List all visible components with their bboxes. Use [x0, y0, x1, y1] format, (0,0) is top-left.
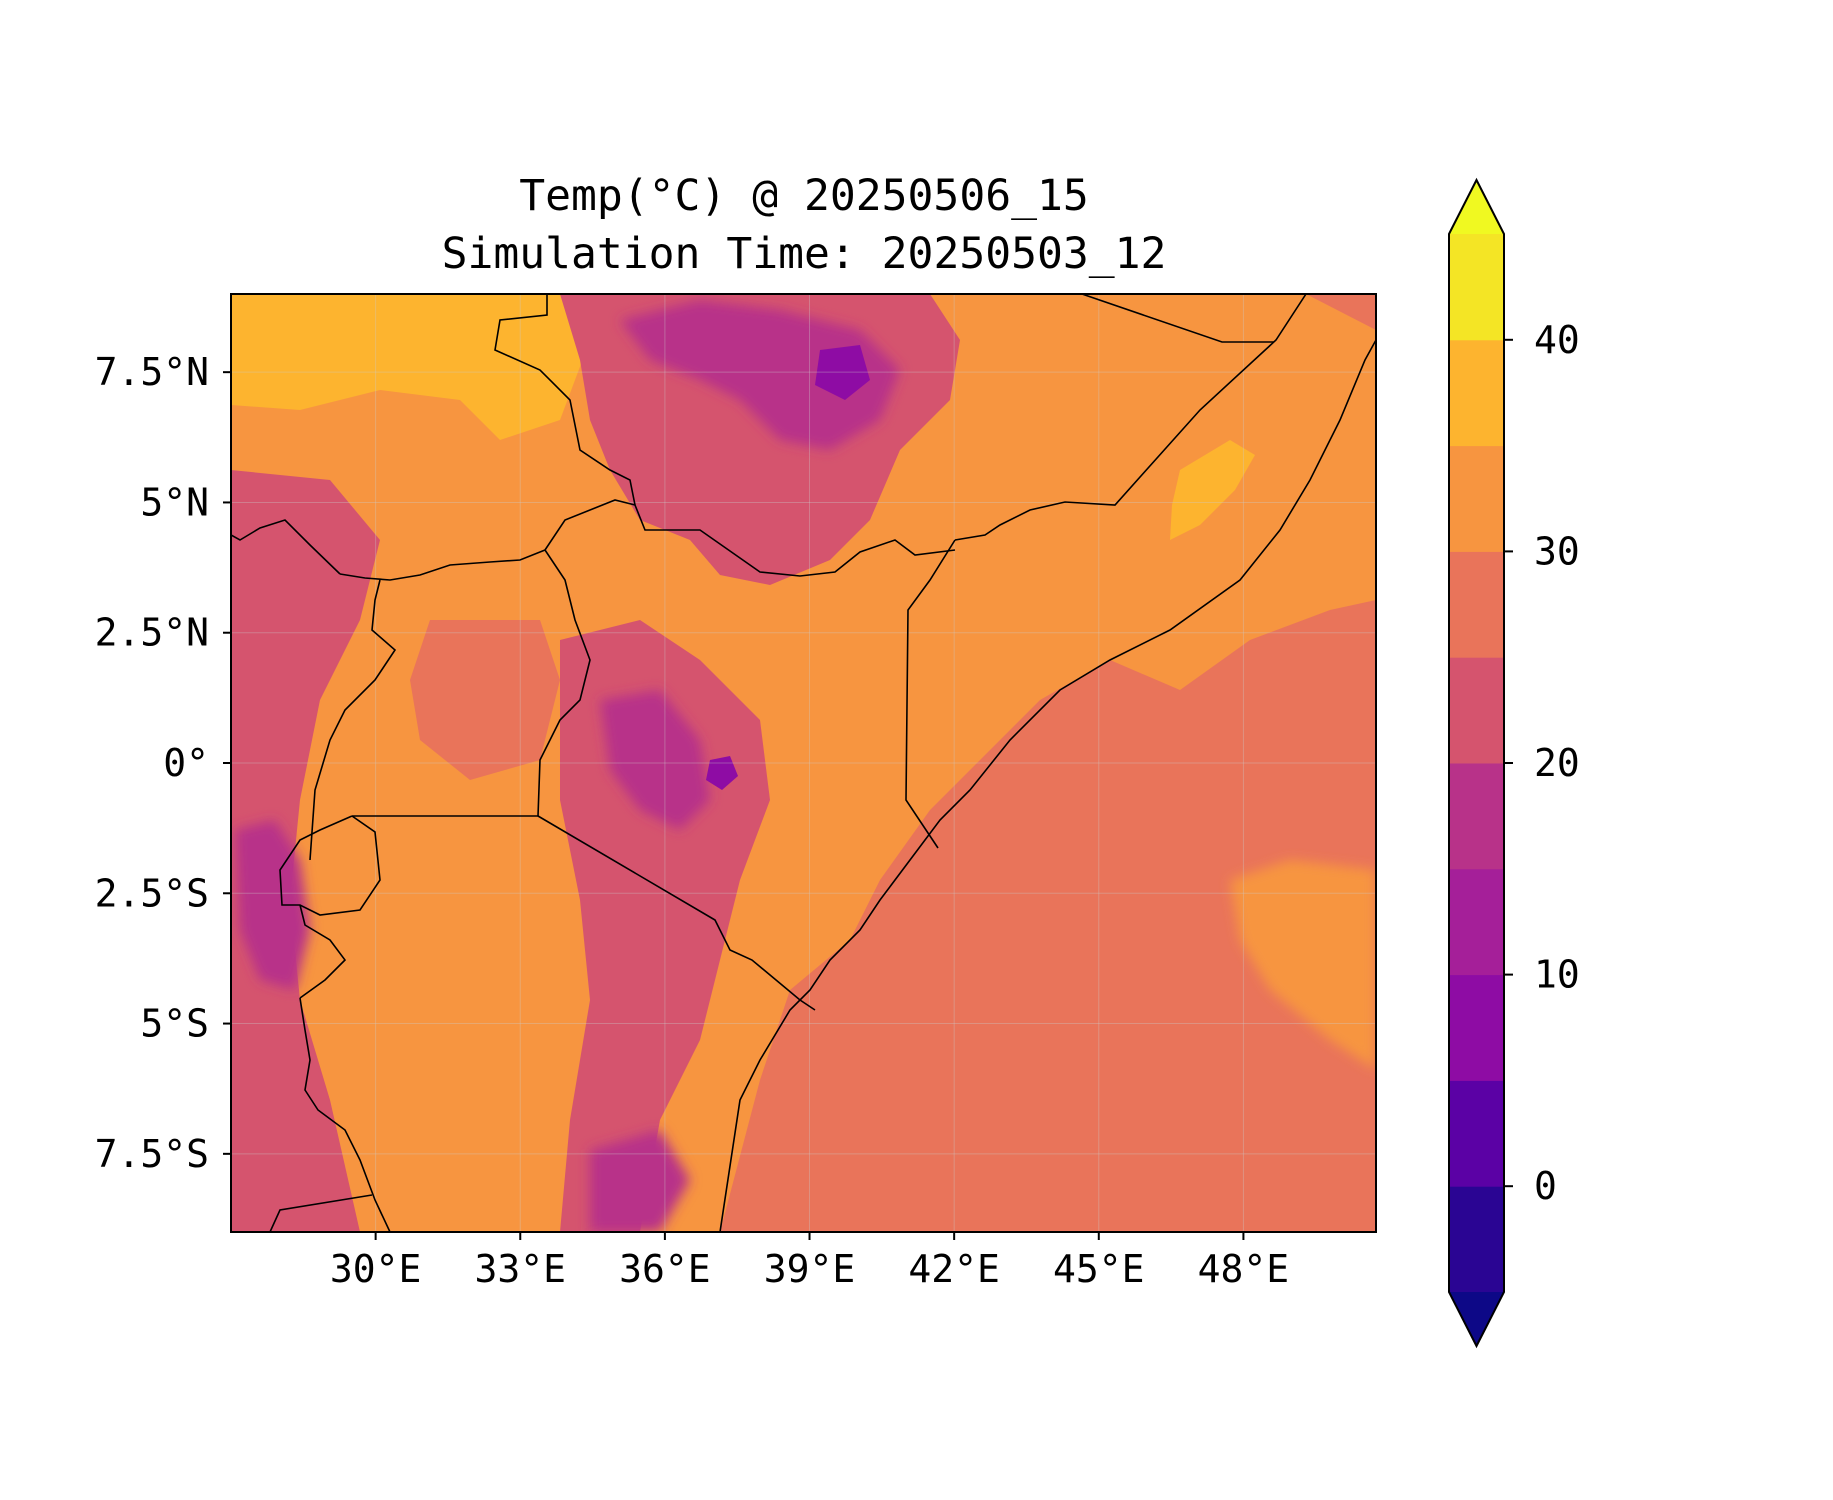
y-tick-label: 2.5°N — [95, 611, 209, 655]
colorbar-segment — [1449, 974, 1504, 1081]
border-kenya-somalia — [905, 539, 956, 849]
colorbar: 0 10 20 30 40 — [1448, 177, 1580, 1349]
colorbar-segment — [1449, 763, 1504, 870]
x-tick-label: 36°E — [619, 1247, 711, 1291]
x-tick-label: 30°E — [330, 1247, 422, 1291]
border-uganda-drc — [309, 579, 397, 861]
highland-west-cool — [235, 820, 310, 990]
colorbar-tick-label: 10 — [1534, 953, 1580, 997]
x-tick-label: 48°E — [1198, 1247, 1290, 1291]
colorbar-tick-label: 0 — [1534, 1164, 1557, 1208]
title-line-2: Simulation Time: 20250503_12 — [442, 229, 1167, 279]
x-axis: 30°E 33°E 36°E 39°E 42°E 45°E 48°E — [330, 1232, 1289, 1291]
y-tick-label: 5°S — [140, 1002, 209, 1046]
borders — [231, 294, 1376, 1232]
title-line-1: Temp(°C) @ 20250506_15 — [519, 171, 1089, 221]
highland-tanzania-cool — [590, 1130, 690, 1232]
colorbar-segment — [1449, 657, 1504, 764]
gridlines — [231, 294, 1376, 1232]
y-axis: 7.5°N 5°N 2.5°N 0° 2.5°S 5°S 7.5°S — [95, 350, 231, 1176]
y-tick-label: 7.5°N — [95, 350, 209, 394]
colorbar-extend-min — [1449, 1292, 1504, 1346]
colorbar-segment — [1449, 234, 1504, 341]
border-tanzania-drc-lake — [299, 997, 391, 1232]
colorbar-tick-label: 30 — [1534, 529, 1580, 573]
lake-victoria-region — [410, 620, 560, 780]
highland-ethiopia-cold — [815, 345, 870, 400]
map-panel — [231, 294, 1376, 1232]
x-tick-label: 42°E — [908, 1247, 1000, 1291]
border-ethiopia-djibouti — [1081, 294, 1274, 343]
highland-kenya-cold — [706, 756, 738, 790]
colorbar-tick-label: 40 — [1534, 318, 1580, 362]
colorbar-segment — [1449, 551, 1504, 658]
x-tick-label: 33°E — [475, 1247, 567, 1291]
y-tick-label: 5°N — [140, 480, 209, 524]
y-tick-label: 7.5°S — [95, 1132, 209, 1176]
x-tick-label: 45°E — [1053, 1247, 1145, 1291]
colorbar-segment — [1449, 868, 1504, 976]
border-tanzania-kenya — [537, 815, 816, 1011]
border-kenya-ethiopia — [544, 499, 956, 577]
colorbar-outline — [1448, 177, 1505, 1349]
land-hotter-region — [231, 294, 590, 440]
highland-ethiopia-cool — [620, 300, 900, 450]
border-south-sudan-uganda — [339, 549, 546, 581]
highland-west-mild — [231, 470, 380, 1232]
coastline-east-africa — [719, 339, 1376, 1232]
border-tanzania-zambia — [269, 1194, 373, 1232]
y-tick-label: 0° — [163, 741, 209, 785]
colorbar-segment — [1449, 445, 1504, 552]
colorbar-segment — [1449, 339, 1504, 447]
colorbar-tick-label: 20 — [1534, 741, 1580, 785]
highland-kenya-cool — [600, 690, 710, 830]
ocean-warm-patch — [1230, 860, 1376, 1070]
border-south-sudan-west — [231, 519, 341, 575]
land-hot-region — [231, 294, 1376, 1232]
y-tick-label: 2.5°S — [95, 871, 209, 915]
x-tick-label: 39°E — [764, 1247, 856, 1291]
border-burundi-tanzania — [299, 904, 347, 999]
colorbar-segment — [1449, 1080, 1504, 1187]
colorbar-extend-max — [1449, 180, 1504, 234]
border-somalia-ethiopia — [954, 294, 1307, 541]
colorbar-segment — [1449, 1186, 1504, 1293]
land-hotter-patch — [1170, 440, 1255, 540]
border-sudan-ethiopia — [494, 294, 636, 506]
border-uganda-kenya — [537, 549, 591, 817]
